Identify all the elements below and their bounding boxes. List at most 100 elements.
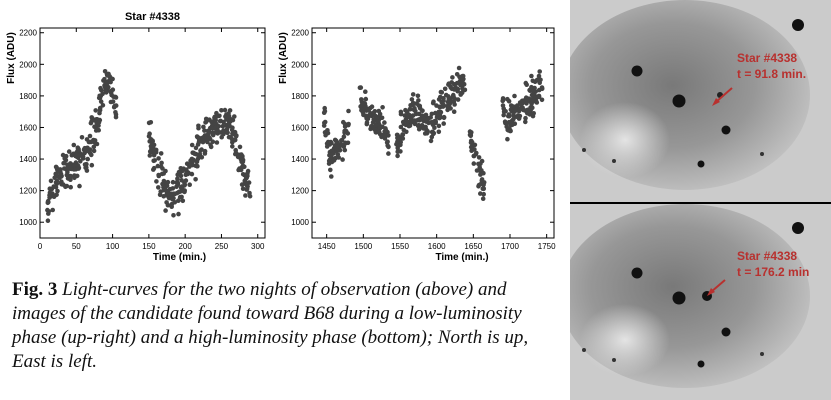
data-point bbox=[82, 162, 88, 167]
data-point bbox=[247, 193, 253, 199]
x-tick-label: 150 bbox=[142, 242, 156, 251]
data-point bbox=[69, 152, 75, 158]
data-point bbox=[174, 190, 180, 196]
data-point bbox=[66, 149, 72, 154]
data-point bbox=[97, 110, 102, 116]
data-point bbox=[451, 92, 456, 98]
star-dot bbox=[792, 19, 804, 31]
data-point bbox=[236, 167, 241, 173]
data-point bbox=[189, 142, 195, 148]
data-point bbox=[480, 186, 486, 191]
data-point bbox=[331, 158, 337, 163]
data-point bbox=[395, 153, 400, 159]
data-point bbox=[448, 106, 453, 111]
star-image-high-luminosity: Star #4338 t = 176.2 min bbox=[570, 204, 831, 400]
data-point bbox=[451, 109, 457, 114]
y-tick-label: 1200 bbox=[291, 187, 309, 196]
x-tick-label: 1550 bbox=[391, 242, 409, 251]
data-point bbox=[150, 141, 155, 146]
data-point bbox=[156, 173, 162, 179]
data-point bbox=[395, 145, 400, 151]
star-dot bbox=[672, 291, 686, 305]
data-point bbox=[195, 142, 201, 147]
light-curve-night-2-svg: 1450 1500 1550 1600 1650 1700 1750 1000 1200 1400… bbox=[278, 27, 556, 263]
data-point bbox=[151, 158, 156, 164]
data-point bbox=[225, 130, 230, 135]
data-point bbox=[227, 108, 233, 113]
data-point bbox=[405, 114, 411, 120]
data-point bbox=[193, 145, 199, 151]
data-point bbox=[342, 128, 347, 134]
y-tick-label: 2000 bbox=[291, 60, 309, 69]
data-point bbox=[380, 124, 385, 130]
star-dot bbox=[721, 327, 731, 337]
data-point bbox=[187, 182, 192, 187]
data-point bbox=[246, 180, 252, 185]
data-point bbox=[91, 144, 97, 150]
x-tick-label: 50 bbox=[72, 242, 81, 251]
data-point bbox=[430, 129, 435, 135]
data-point bbox=[478, 172, 483, 177]
data-point bbox=[481, 182, 486, 187]
data-point bbox=[65, 169, 70, 175]
data-point bbox=[452, 102, 457, 107]
x-tick-label: 1750 bbox=[538, 242, 556, 251]
data-point bbox=[159, 171, 165, 177]
data-point bbox=[505, 136, 510, 142]
data-point bbox=[421, 116, 426, 122]
data-point bbox=[193, 177, 198, 182]
y-tick-label: 1800 bbox=[19, 92, 37, 101]
star-image-low-luminosity-svg: Star #4338 t = 91.8 min. bbox=[570, 0, 831, 202]
data-point bbox=[359, 97, 364, 102]
data-point bbox=[94, 141, 100, 147]
data-point bbox=[404, 129, 409, 135]
data-point bbox=[341, 119, 346, 125]
data-point bbox=[398, 109, 404, 115]
data-point bbox=[172, 200, 178, 205]
data-point bbox=[157, 192, 163, 198]
data-point bbox=[97, 105, 103, 111]
data-point bbox=[511, 104, 516, 109]
data-point bbox=[460, 86, 465, 91]
data-point bbox=[216, 124, 221, 129]
data-point bbox=[335, 152, 341, 157]
data-point bbox=[192, 151, 197, 156]
data-point bbox=[398, 149, 403, 154]
y-tick-label: 2000 bbox=[19, 60, 37, 69]
data-point bbox=[450, 75, 455, 80]
data-point bbox=[400, 119, 406, 125]
data-point bbox=[77, 183, 82, 189]
star-dot bbox=[697, 360, 705, 368]
y-tick-label: 2200 bbox=[19, 29, 37, 38]
data-point bbox=[364, 114, 370, 120]
data-point bbox=[68, 184, 73, 190]
data-point bbox=[441, 96, 446, 101]
data-point bbox=[442, 86, 448, 92]
time-label: t = 91.8 min. bbox=[737, 67, 806, 81]
data-point bbox=[74, 173, 80, 179]
data-point bbox=[346, 121, 351, 127]
data-point bbox=[65, 162, 70, 168]
data-point bbox=[180, 198, 186, 204]
data-point bbox=[204, 135, 209, 141]
arrow-icon bbox=[715, 87, 733, 103]
data-point bbox=[523, 119, 528, 125]
data-point bbox=[337, 148, 343, 153]
data-point bbox=[415, 93, 421, 99]
data-point bbox=[96, 123, 101, 128]
data-point bbox=[408, 118, 413, 124]
data-point bbox=[406, 123, 412, 129]
x-axis-label: Time (min.) bbox=[435, 252, 488, 263]
data-point bbox=[530, 105, 535, 110]
data-point bbox=[233, 134, 239, 139]
data-point bbox=[434, 103, 439, 108]
data-point bbox=[500, 97, 506, 103]
x-axis-label: Time (min.) bbox=[153, 252, 206, 263]
data-point bbox=[202, 128, 207, 133]
data-point bbox=[529, 73, 534, 79]
data-point bbox=[361, 112, 366, 118]
star-dot bbox=[792, 222, 804, 234]
data-point bbox=[433, 110, 438, 116]
data-point bbox=[239, 164, 245, 170]
data-point bbox=[89, 162, 95, 168]
